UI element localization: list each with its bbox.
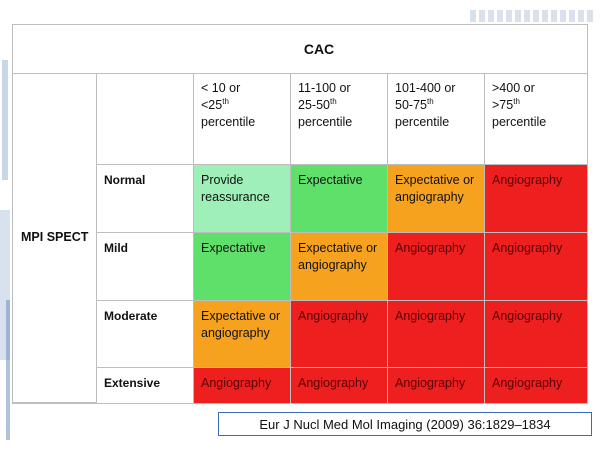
row-label-header-empty — [97, 73, 194, 165]
background-streak — [2, 60, 8, 180]
background-streak — [6, 300, 10, 440]
table-cell: Angiography — [388, 368, 485, 403]
mpi-spect-label: MPI SPECT — [21, 230, 89, 245]
mpi-spect-header: MPI SPECT — [13, 73, 97, 403]
column-header: < 10 or <25th percentile — [194, 73, 291, 165]
row-label-normal: Normal — [97, 165, 194, 233]
column-header-line: 11-100 or — [298, 81, 351, 95]
column-header-line: percentile — [492, 114, 547, 129]
row-label-mild: Mild — [97, 233, 194, 301]
table-cell: Angiography — [485, 233, 587, 301]
column-header-line: >75th — [492, 96, 520, 112]
cac-header-label: CAC — [303, 41, 335, 57]
header-watermark — [470, 10, 595, 22]
table-cell: Angiography — [485, 368, 587, 403]
background-streak — [0, 210, 10, 360]
table-cell: Expectative or angiography — [291, 233, 388, 301]
column-header-line: percentile — [395, 114, 450, 129]
table-cell: Angiography — [194, 368, 291, 403]
column-header-line: 50-75th — [395, 96, 434, 112]
column-header-line: 25-50th — [298, 96, 337, 112]
column-header-line: <25th percentile — [201, 96, 256, 129]
table-cell: Expectative — [194, 233, 291, 301]
column-header: >400 or >75th percentile — [485, 73, 587, 165]
column-header: 101-400 or 50-75th percentile — [388, 73, 485, 165]
row-label-moderate: Moderate — [97, 301, 194, 368]
table-grid: MPI SPECT < 10 or <25th percentile 11-10… — [13, 73, 587, 403]
column-header-line: >400 or — [492, 81, 535, 95]
table-cell: Provide reassurance — [194, 165, 291, 233]
column-header-line: < 10 or — [201, 81, 241, 95]
recommendation-table: CAC MPI SPECT < 10 or <25th percentile 1… — [12, 24, 588, 404]
table-cell: Angiography — [291, 368, 388, 403]
citation-text: Eur J Nucl Med Mol Imaging (2009) 36:182… — [259, 416, 551, 432]
column-header: 11-100 or 25-50th percentile — [291, 73, 388, 165]
row-label-extensive: Extensive — [97, 368, 194, 403]
column-header-line: 101-400 or — [395, 81, 456, 95]
table-cell: Expectative or angiography — [388, 165, 485, 233]
table-cell: Expectative or angiography — [194, 301, 291, 368]
cac-header: CAC — [13, 25, 587, 74]
table-cell: Angiography — [485, 301, 587, 368]
citation-box: Eur J Nucl Med Mol Imaging (2009) 36:182… — [218, 412, 592, 436]
table-cell: Expectative — [291, 165, 388, 233]
table-cell: Angiography — [388, 301, 485, 368]
table-cell: Angiography — [485, 165, 587, 233]
column-header-line: percentile — [298, 114, 353, 129]
table-cell: Angiography — [388, 233, 485, 301]
table-cell: Angiography — [291, 301, 388, 368]
